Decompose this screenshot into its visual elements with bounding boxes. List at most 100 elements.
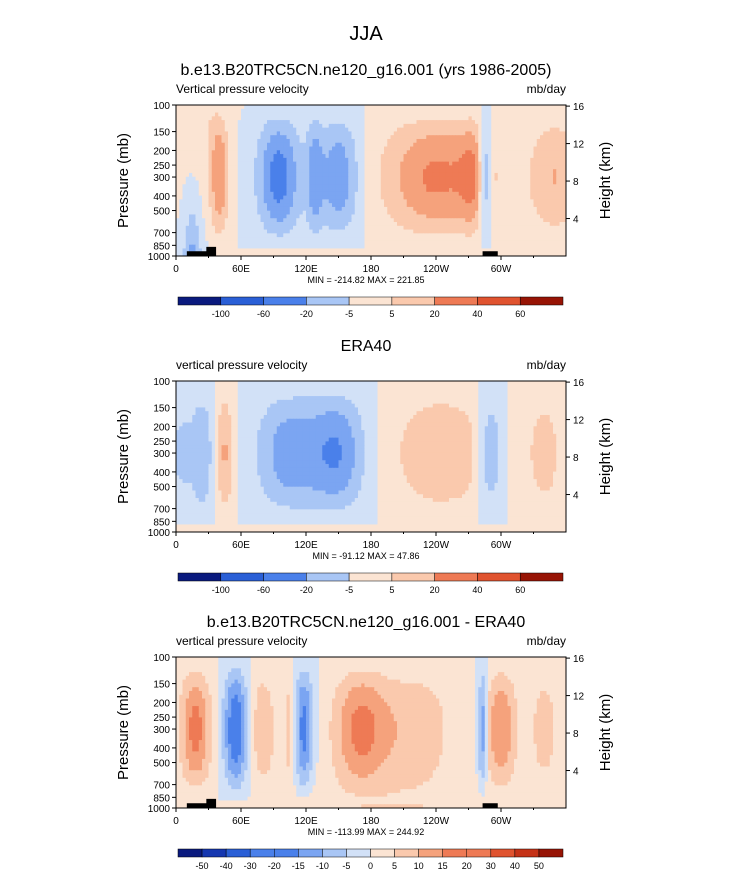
field-cell xyxy=(299,191,304,196)
field-cell xyxy=(384,146,388,151)
field-cell xyxy=(328,214,333,219)
field-cell xyxy=(182,116,187,121)
field-cell xyxy=(471,108,476,113)
field-cell xyxy=(228,105,232,110)
field-cell xyxy=(293,225,297,230)
field-cell xyxy=(244,116,248,121)
field-cell xyxy=(296,172,300,178)
field-cell xyxy=(254,150,258,155)
field-cell xyxy=(533,381,538,386)
field-cell xyxy=(478,131,482,136)
field-cell xyxy=(514,157,518,163)
field-cell xyxy=(293,180,297,185)
field-cell xyxy=(182,203,187,208)
field-cell xyxy=(397,210,401,215)
field-cell xyxy=(254,203,258,208)
field-cell xyxy=(202,218,206,223)
field-cell xyxy=(367,169,372,174)
field-cell xyxy=(319,203,323,208)
field-cell xyxy=(348,240,352,246)
field-cell xyxy=(559,172,564,178)
field-cell xyxy=(325,229,330,234)
field-cell xyxy=(289,180,294,185)
field-cell xyxy=(234,131,239,136)
field-cell xyxy=(270,184,274,189)
field-cell xyxy=(198,233,203,238)
field-cell xyxy=(501,150,505,155)
field-cell xyxy=(536,135,541,140)
field-cell xyxy=(325,142,330,147)
field-cell xyxy=(546,112,551,117)
field-cell xyxy=(380,116,385,121)
field-cell xyxy=(341,157,346,163)
field-cell xyxy=(523,135,528,140)
field-cell xyxy=(553,108,557,113)
field-cell xyxy=(562,146,567,151)
field-cell xyxy=(536,120,541,125)
field-cell xyxy=(367,188,372,193)
field-cell xyxy=(322,161,326,166)
field-cell xyxy=(504,169,508,174)
field-cell xyxy=(540,184,544,189)
field-cell xyxy=(280,233,284,238)
field-cell xyxy=(335,214,339,219)
field-cell xyxy=(413,206,417,212)
field-cell xyxy=(267,116,271,121)
field-cell xyxy=(276,252,281,257)
field-cell xyxy=(491,214,495,219)
field-cell xyxy=(208,154,213,159)
field-cell xyxy=(410,225,414,230)
field-cell xyxy=(354,146,359,151)
field-cell xyxy=(286,123,291,129)
field-cell xyxy=(348,206,352,212)
field-cell xyxy=(257,176,261,181)
field-cell xyxy=(312,248,317,253)
field-cell xyxy=(475,165,479,170)
field-cell xyxy=(501,135,505,140)
field-cell xyxy=(517,225,521,230)
field-cell xyxy=(244,112,248,117)
field-cell xyxy=(215,169,219,174)
field-cell xyxy=(354,116,359,121)
field-cell xyxy=(267,184,271,189)
field-cell xyxy=(393,195,398,200)
field-cell xyxy=(507,131,512,136)
field-cell xyxy=(452,112,456,117)
field-cell xyxy=(244,127,248,132)
field-cell xyxy=(257,184,261,189)
field-cell xyxy=(452,142,456,147)
field-cell xyxy=(176,157,180,163)
field-cell xyxy=(426,131,430,136)
field-cell xyxy=(527,203,531,208)
field-cell xyxy=(410,191,414,196)
field-cell xyxy=(211,108,216,113)
field-cell xyxy=(527,161,531,166)
field-cell xyxy=(468,184,473,189)
field-cell xyxy=(322,206,326,212)
field-cell xyxy=(442,146,447,151)
y-tick-label: 150 xyxy=(153,128,170,139)
field-cell xyxy=(377,108,382,113)
field-cell xyxy=(195,203,200,208)
field-cell xyxy=(507,105,512,110)
field-cell xyxy=(224,138,229,144)
field-cell xyxy=(507,172,512,178)
field-cell xyxy=(377,206,382,212)
field-cell xyxy=(520,195,525,200)
field-cell xyxy=(406,206,411,212)
field-cell xyxy=(254,188,258,193)
field-cell xyxy=(423,199,427,204)
field-cell xyxy=(553,146,557,151)
field-cell xyxy=(468,248,473,253)
field-cell xyxy=(332,131,336,136)
field-cell xyxy=(419,184,424,189)
field-cell xyxy=(488,195,492,200)
field-cell xyxy=(296,154,300,159)
field-cell xyxy=(263,225,268,230)
field-cell xyxy=(289,240,294,246)
field-cell xyxy=(416,108,421,113)
field-cell xyxy=(273,240,278,246)
field-cell xyxy=(176,237,180,242)
field-cell xyxy=(468,233,473,238)
field-cell xyxy=(328,229,333,234)
